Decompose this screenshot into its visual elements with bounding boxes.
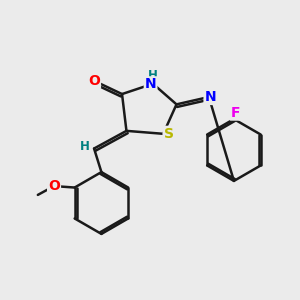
Text: H: H xyxy=(148,69,158,82)
Text: N: N xyxy=(145,77,156,91)
Text: O: O xyxy=(88,74,100,88)
Text: N: N xyxy=(205,90,216,104)
Text: S: S xyxy=(164,127,174,141)
Text: O: O xyxy=(48,179,60,193)
Text: F: F xyxy=(231,106,240,120)
Text: H: H xyxy=(80,140,90,153)
